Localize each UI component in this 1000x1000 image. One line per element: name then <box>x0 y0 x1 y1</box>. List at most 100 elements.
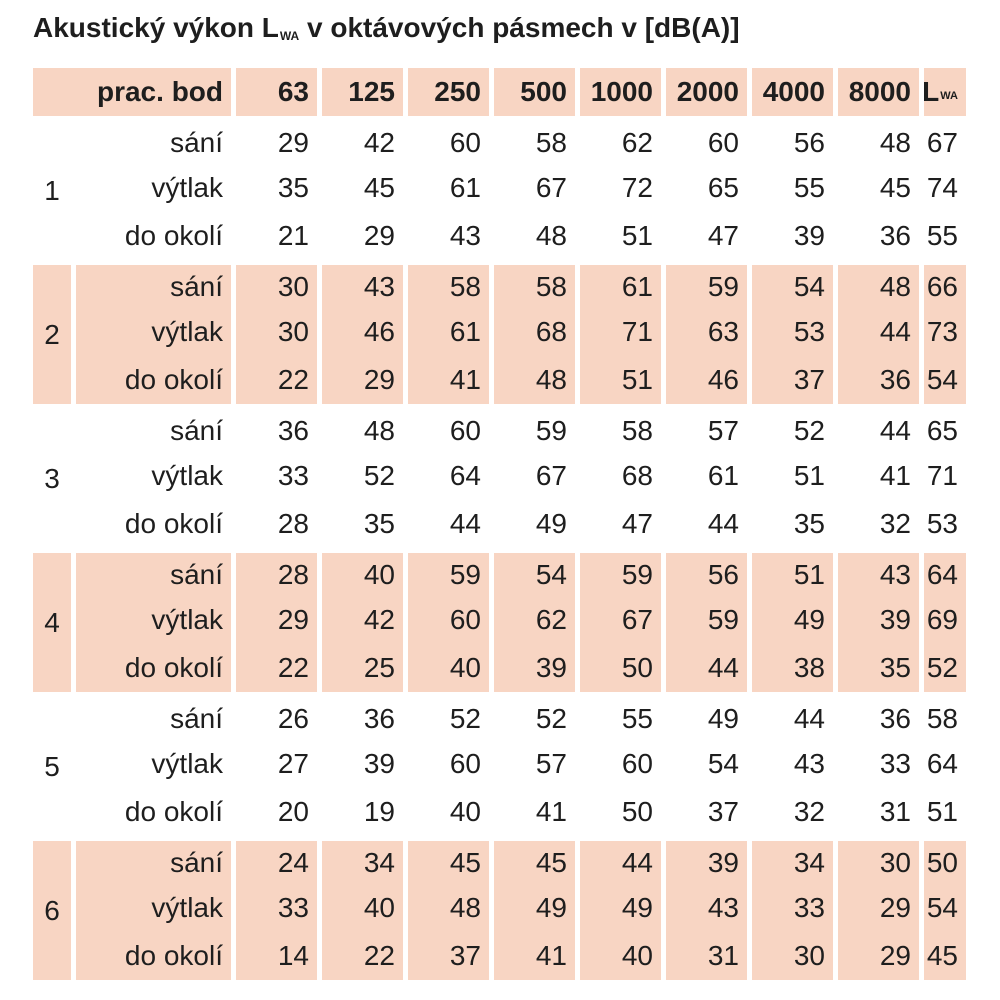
band-value: 40 <box>408 644 494 692</box>
band-value: 59 <box>494 404 580 452</box>
band-value: 37 <box>752 356 838 404</box>
band-value: 54 <box>752 260 838 308</box>
band-value: 47 <box>666 212 752 260</box>
group-number: 3 <box>33 404 76 548</box>
band-value: 14 <box>236 932 322 980</box>
band-value: 22 <box>236 356 322 404</box>
band-value: 45 <box>322 164 408 212</box>
band-value: 48 <box>838 260 924 308</box>
band-value: 39 <box>666 836 752 884</box>
band-value: 49 <box>494 500 580 548</box>
band-value: 26 <box>236 692 322 740</box>
band-value: 22 <box>322 932 408 980</box>
band-value: 47 <box>580 500 666 548</box>
band-value: 58 <box>580 404 666 452</box>
total-value: 69 <box>924 596 966 644</box>
band-value: 48 <box>494 212 580 260</box>
band-value: 28 <box>236 548 322 596</box>
total-value: 52 <box>924 644 966 692</box>
band-value: 59 <box>666 596 752 644</box>
band-value: 59 <box>580 548 666 596</box>
band-value: 44 <box>666 500 752 548</box>
band-value: 20 <box>236 788 322 836</box>
row-label: sání <box>76 116 236 164</box>
band-value: 54 <box>494 548 580 596</box>
band-value: 30 <box>236 308 322 356</box>
row-label: sání <box>76 836 236 884</box>
band-value: 44 <box>838 308 924 356</box>
total-value: 55 <box>926 220 958 251</box>
band-value: 29 <box>322 356 408 404</box>
band-value: 21 <box>236 212 322 260</box>
band-value: 61 <box>666 452 752 500</box>
row-label: do okolí <box>76 356 236 404</box>
band-value: 49 <box>580 884 666 932</box>
band-value: 61 <box>408 164 494 212</box>
row-label: výtlak <box>76 452 236 500</box>
band-value: 41 <box>408 356 494 404</box>
band-value: 35 <box>838 644 924 692</box>
band-value: 33 <box>236 452 322 500</box>
total-value: 54 <box>924 356 966 404</box>
header-band: 2000 <box>666 68 752 116</box>
band-value: 53 <box>752 308 838 356</box>
band-value: 44 <box>580 836 666 884</box>
group-number: 1 <box>33 116 76 260</box>
band-value: 46 <box>322 308 408 356</box>
row-label: sání <box>76 548 236 596</box>
header-band: 8000 <box>838 68 924 116</box>
band-value: 49 <box>494 884 580 932</box>
band-value: 36 <box>236 404 322 452</box>
band-value: 40 <box>322 884 408 932</box>
band-value: 31 <box>666 932 752 980</box>
band-value: 52 <box>494 692 580 740</box>
band-value: 28 <box>236 500 322 548</box>
band-value: 49 <box>666 692 752 740</box>
total-value: 64 <box>924 548 966 596</box>
band-value: 48 <box>838 116 924 164</box>
header-band: 500 <box>494 68 580 116</box>
band-value: 44 <box>408 500 494 548</box>
band-value: 50 <box>580 788 666 836</box>
band-value: 55 <box>580 692 666 740</box>
band-value: 54 <box>666 740 752 788</box>
total-value: 74 <box>926 172 958 203</box>
group-number: 2 <box>33 260 76 404</box>
header-total: L WA <box>922 68 966 116</box>
band-value: 43 <box>322 260 408 308</box>
band-value: 57 <box>666 404 752 452</box>
band-value: 58 <box>494 260 580 308</box>
band-value: 40 <box>580 932 666 980</box>
band-value: 42 <box>322 116 408 164</box>
total-value: 53 <box>926 508 958 539</box>
band-value: 58 <box>494 116 580 164</box>
total-value: 65 <box>924 404 966 452</box>
band-value: 60 <box>580 740 666 788</box>
header-band: 1000 <box>580 68 666 116</box>
total-value: 45 <box>924 932 966 980</box>
band-value: 49 <box>752 596 838 644</box>
band-value: 33 <box>838 740 924 788</box>
band-value: 44 <box>752 692 838 740</box>
row-label: sání <box>76 692 236 740</box>
total-value: 58 <box>924 692 966 740</box>
header-band: 4000 <box>752 68 838 116</box>
band-value: 36 <box>838 356 924 404</box>
band-value: 59 <box>408 548 494 596</box>
band-value: 72 <box>580 164 666 212</box>
band-value: 45 <box>494 836 580 884</box>
band-value: 29 <box>236 116 322 164</box>
band-value: 29 <box>838 932 924 980</box>
title-text: Akustický výkon L <box>33 12 279 43</box>
band-value: 63 <box>666 308 752 356</box>
header-total-subscript: WA <box>940 90 958 102</box>
band-value: 41 <box>494 788 580 836</box>
band-value: 71 <box>580 308 666 356</box>
total-value: 66 <box>924 260 966 308</box>
band-value: 41 <box>494 932 580 980</box>
band-value: 45 <box>838 164 924 212</box>
band-value: 48 <box>408 884 494 932</box>
row-label: výtlak <box>76 740 236 788</box>
band-value: 25 <box>322 644 408 692</box>
band-value: 62 <box>580 116 666 164</box>
